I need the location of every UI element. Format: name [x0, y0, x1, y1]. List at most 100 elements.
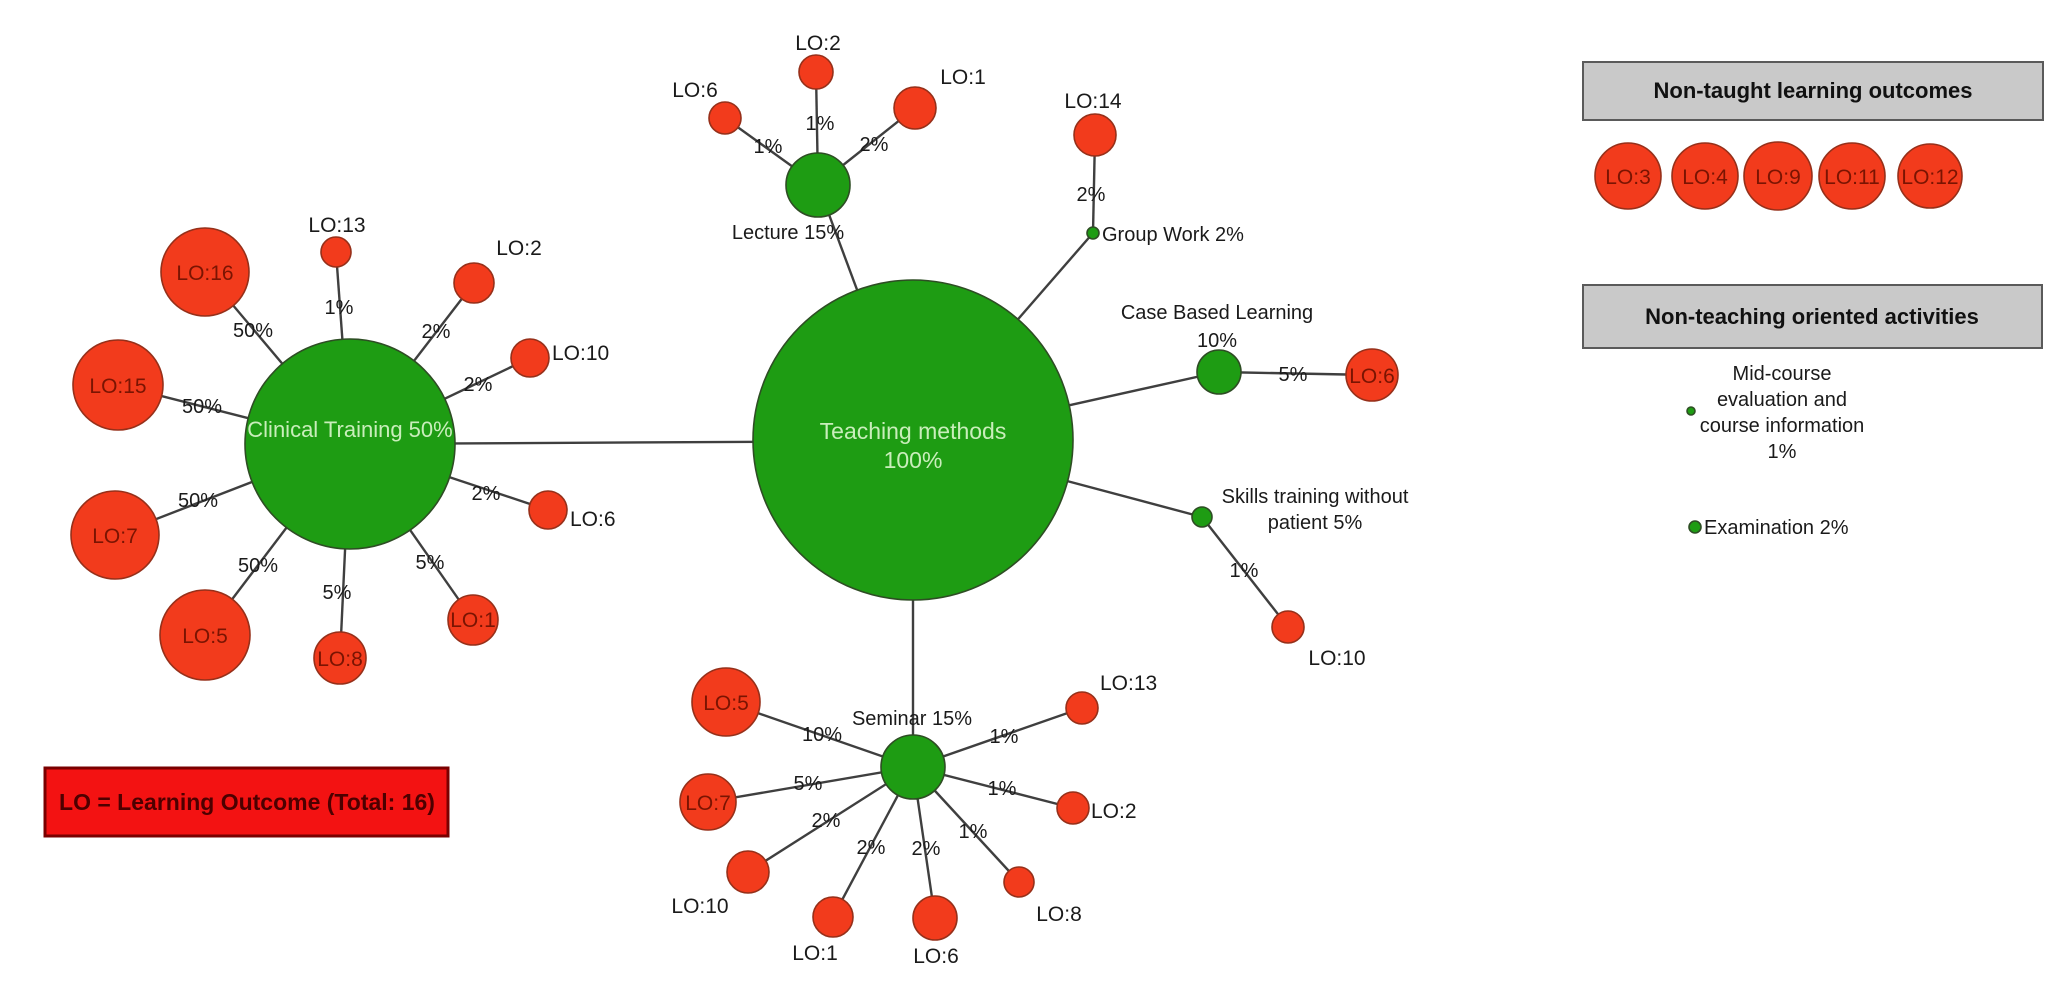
clinical-lo6-pct: 2% [472, 483, 501, 505]
node-nontaught-lo11 [1818, 142, 1886, 210]
clinical-lo15-label: LO:15 [89, 375, 146, 398]
seminar-lo6-pct: 2% [912, 838, 941, 860]
node-skills-training [1191, 506, 1213, 528]
legend: LO = Learning Outcome (Total: 16) [43, 766, 450, 838]
node-seminar-lo5 [691, 667, 761, 737]
clinical-lo7-label: LO:7 [92, 525, 138, 548]
node-clinical-lo16 [160, 227, 250, 317]
clinical-lo13-pct: 1% [325, 297, 354, 319]
node-groupwork-lo14 [1073, 113, 1117, 157]
node-lecture-lo6 [708, 101, 742, 135]
node-lecture-lo1 [893, 86, 937, 130]
clinical-lo16-pct: 50% [233, 320, 273, 342]
lecture-lo2-pct: 1% [806, 113, 835, 135]
lecture-label: Lecture 15% [732, 222, 845, 244]
seminar-lo7-label: LO:7 [685, 792, 731, 815]
edge-skills-lo10 [1201, 516, 1289, 628]
nontaught-lo9-label: LO:9 [1755, 166, 1801, 189]
node-case-based-learning [1196, 349, 1242, 395]
midcourse-dot [1686, 406, 1696, 416]
node-seminar-lo2 [1056, 791, 1090, 825]
skills-label-line1: Skills training without [1222, 486, 1409, 508]
midcourse-label-line2: evaluation and [1717, 389, 1847, 411]
labels: Teaching methods 100% Clinical Training … [89, 32, 1408, 968]
clinical-lo16-label: LO:16 [176, 262, 233, 285]
clinical-lo7-pct: 50% [178, 490, 218, 512]
case-based-label-line2: 10% [1197, 330, 1237, 352]
seminar-lo5-label: LO:5 [703, 692, 749, 715]
node-seminar-lo6 [912, 895, 958, 941]
node-clinical-lo6 [528, 490, 568, 530]
lecture-lo6-pct: 1% [754, 136, 783, 158]
node-lecture-lo2 [798, 54, 834, 90]
node-casebased-lo6 [1345, 348, 1399, 402]
skills-lo10-pct: 1% [1230, 560, 1259, 582]
case-based-label-line1: Case Based Learning [1121, 302, 1313, 324]
nontaught-lo12-label: LO:12 [1901, 166, 1958, 189]
clinical-lo5-label: LO:5 [182, 625, 228, 648]
skills-lo10-label: LO:10 [1308, 647, 1365, 670]
group-work-label: Group Work 2% [1102, 224, 1244, 246]
midcourse-label-line1: Mid-course [1733, 363, 1832, 385]
lecture-lo2-label: LO:2 [795, 32, 841, 55]
node-skills-lo10 [1271, 610, 1305, 644]
node-nontaught-lo9 [1743, 141, 1813, 211]
clinical-lo1-pct: 5% [416, 552, 445, 574]
casebased-lo6-label: LO:6 [1349, 365, 1395, 388]
groupwork-lo14-pct: 2% [1077, 184, 1106, 206]
seminar-label: Seminar 15% [852, 708, 972, 730]
node-seminar-lo13 [1065, 691, 1099, 725]
clinical-lo15-pct: 50% [182, 396, 222, 418]
node-clinical-lo10 [510, 338, 550, 378]
seminar-lo8-pct: 1% [959, 821, 988, 843]
seminar-lo8-label: LO:8 [1036, 903, 1082, 926]
seminar-lo7-pct: 5% [794, 773, 823, 795]
node-clinical-lo8 [313, 631, 367, 685]
clinical-lo10-pct: 2% [464, 374, 493, 396]
node-group-work [1086, 226, 1100, 240]
node-nontaught-lo3 [1594, 142, 1662, 210]
clinical-lo1-label: LO:1 [450, 609, 496, 632]
node-clinical-lo7 [70, 490, 160, 580]
node-clinical-lo2 [453, 262, 495, 304]
node-clinical-training [244, 338, 456, 550]
non-teaching-title: Non-teaching oriented activities [1645, 304, 1979, 329]
seminar-lo10-label: LO:10 [671, 895, 728, 918]
midcourse-label-line3: course information [1700, 415, 1865, 437]
node-seminar-lo7 [679, 773, 737, 831]
node-clinical-lo15 [72, 339, 164, 431]
seminar-lo2-label: LO:2 [1091, 800, 1137, 823]
groupwork-lo14-label: LO:14 [1064, 90, 1122, 113]
non-taught-title-box [1582, 61, 2044, 121]
midcourse-label-line4: 1% [1768, 441, 1797, 463]
clinical-lo8-label: LO:8 [317, 648, 363, 671]
clinical-lo5-pct: 50% [238, 555, 278, 577]
seminar-lo2-pct: 1% [988, 778, 1017, 800]
node-lecture [785, 152, 851, 218]
clinical-training-label: Clinical Training 50% [247, 417, 452, 442]
node-clinical-lo5 [159, 589, 251, 681]
clinical-lo10-label: LO:10 [552, 342, 609, 365]
nontaught-lo11-label: LO:11 [1824, 166, 1880, 189]
lecture-lo1-label: LO:1 [940, 66, 986, 89]
node-seminar [880, 734, 946, 800]
clinical-lo2-label: LO:2 [496, 237, 542, 260]
nontaught-lo4-label: LO:4 [1682, 166, 1728, 189]
nodes [70, 54, 1399, 941]
node-teaching-methods [752, 279, 1074, 601]
teaching-methods-label-line2: 100% [884, 447, 943, 473]
lecture-lo6-label: LO:6 [672, 79, 718, 102]
seminar-lo13-pct: 1% [990, 726, 1019, 748]
seminar-lo1-label: LO:1 [792, 942, 838, 965]
non-teaching-title-box [1582, 284, 2043, 349]
lecture-lo1-pct: 2% [860, 134, 889, 156]
legend-text: LO = Learning Outcome (Total: 16) [59, 789, 435, 815]
non-taught-title: Non-taught learning outcomes [1654, 78, 1973, 103]
seminar-lo6-label: LO:6 [913, 945, 959, 968]
seminar-lo10-pct: 2% [812, 810, 841, 832]
nontaught-lo3-label: LO:3 [1605, 166, 1651, 189]
legend-box [43, 766, 450, 838]
node-seminar-lo1 [812, 896, 854, 938]
